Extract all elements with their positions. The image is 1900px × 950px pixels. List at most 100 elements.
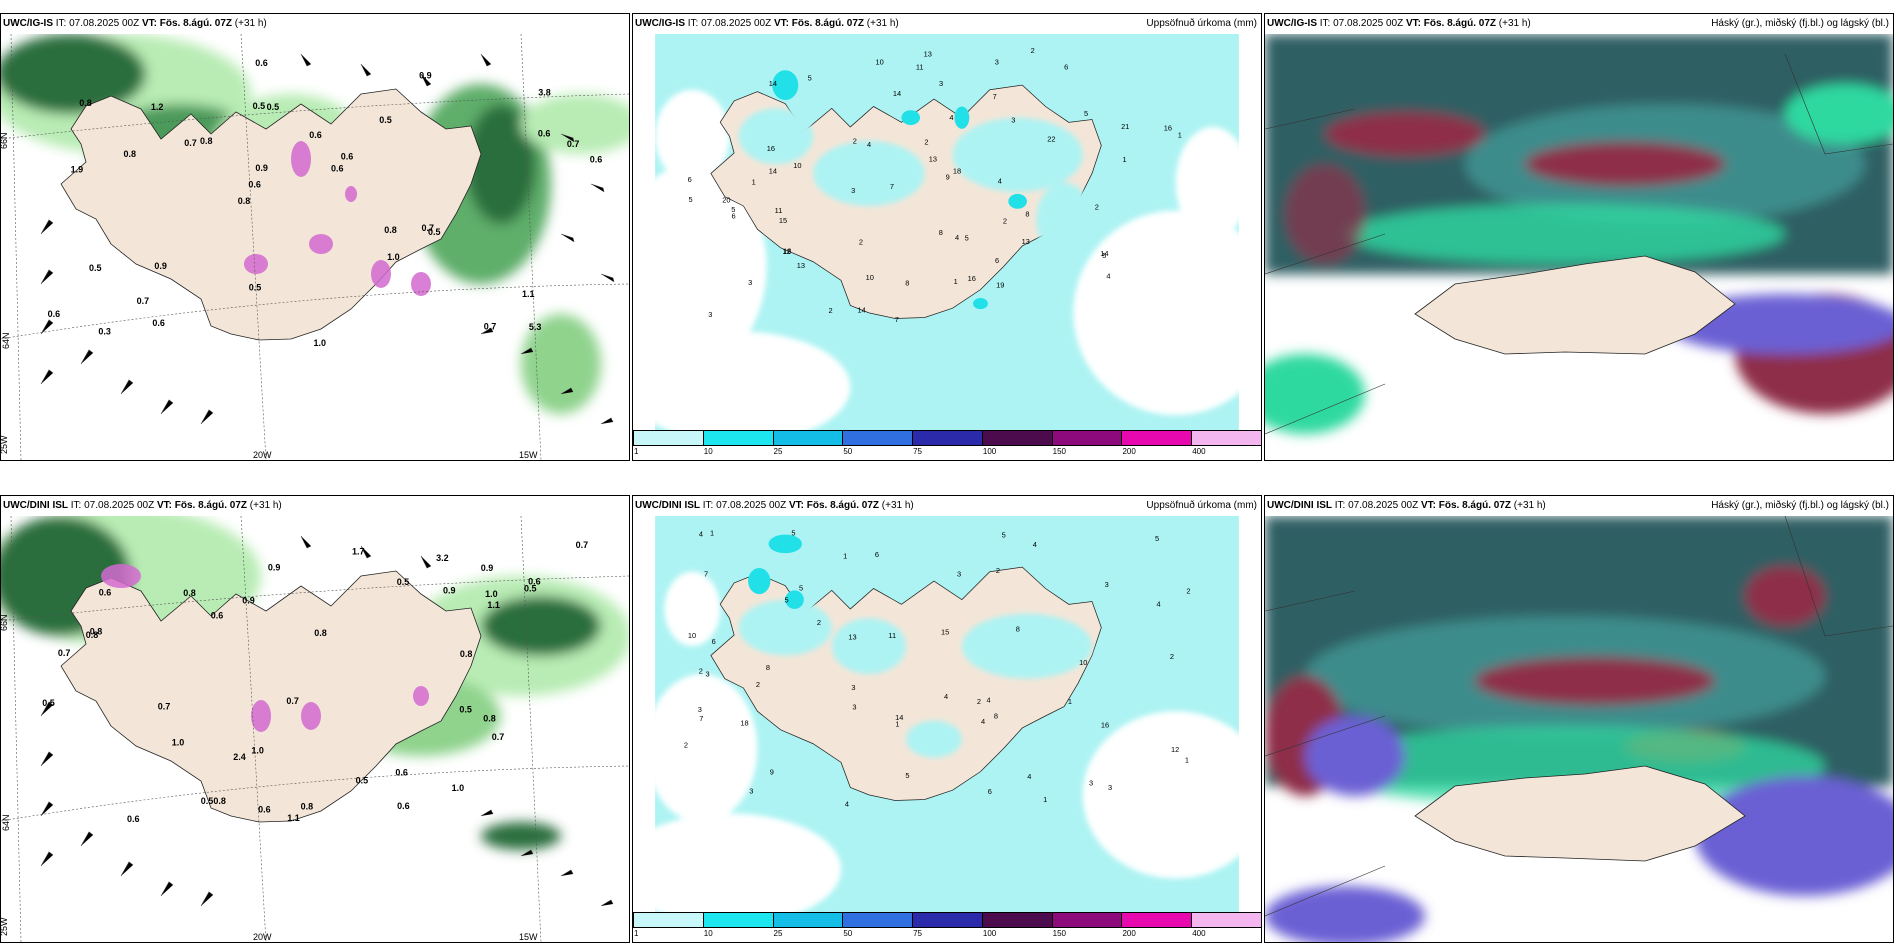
value-label: 0.6	[99, 588, 112, 598]
value-label: 2	[1170, 652, 1174, 661]
value-label: 4	[1033, 540, 1037, 549]
colorbar: 1 10 25 50 75 100 150 200 400	[633, 912, 1261, 942]
value-label: 0.8	[238, 196, 251, 206]
init-time: IT: 07.08.2025 00Z	[1334, 500, 1419, 511]
value-label: 5	[1102, 251, 1106, 260]
value-label: 5.3	[529, 322, 542, 332]
cloud-layers	[1265, 34, 1893, 434]
value-label: 16	[1101, 720, 1109, 729]
value-label: 0.6	[211, 611, 224, 621]
value-label: 2	[1031, 46, 1035, 55]
value-label: 0.5	[459, 704, 472, 714]
panel-header: UWC/DINI ISL IT: 07.08.2025 00Z VT: Fös.…	[633, 496, 1261, 516]
dry-areas	[633, 89, 1261, 430]
wind-barbs	[40, 53, 615, 425]
value-label: 9	[770, 767, 774, 776]
value-label: 0.3	[98, 327, 111, 337]
value-label: 5	[1084, 109, 1088, 118]
value-label: 0.7	[184, 138, 197, 148]
precip-patches	[244, 141, 431, 296]
value-label: 21	[1121, 122, 1129, 131]
grid-label: 20W	[253, 932, 272, 942]
value-label: 0.8	[384, 225, 397, 235]
value-label: 5	[1002, 530, 1006, 539]
value-label: 0.6	[258, 804, 271, 814]
value-label: 4	[867, 140, 871, 149]
colorbar-tick: 150	[1052, 447, 1067, 456]
colorbar-tick: 400	[1192, 447, 1206, 456]
borders	[1265, 516, 1893, 917]
colorbar-swatch	[1121, 430, 1193, 446]
value-label: 1	[1185, 755, 1189, 764]
value-label: 1.0	[172, 738, 185, 748]
value-label: 0.8	[86, 630, 99, 640]
grid-label: 15W	[519, 932, 538, 942]
value-label: 0.8	[213, 796, 226, 806]
value-label: 11	[916, 63, 924, 72]
colorbar-swatch	[1191, 912, 1261, 928]
value-label: 0.5	[89, 263, 102, 273]
value-label: 10	[1079, 658, 1087, 667]
init-time: IT: 07.08.2025 00Z	[70, 500, 155, 511]
model-name: UWC/IG-IS	[3, 18, 53, 29]
value-label: 1	[1123, 155, 1127, 164]
value-label: 0.5	[249, 283, 262, 293]
colorbar-swatch	[772, 912, 844, 928]
value-label: 10	[876, 57, 884, 66]
panel-top-left: UWC/IG-IS IT: 07.08.2025 00Z VT: Fös. 8.…	[0, 13, 630, 461]
value-labels: 5.31.93.80.80.50.30.50.60.50.80.60.70.50…	[48, 58, 603, 348]
colorbar-tick: 100	[982, 447, 997, 456]
value-label: 5	[799, 583, 803, 592]
value-label: 0.9	[481, 563, 494, 573]
value-label: 0.6	[395, 768, 408, 778]
value-label: 3	[1089, 778, 1093, 787]
value-label: 0.7	[567, 139, 580, 149]
colorbar-tick: 200	[1122, 447, 1136, 456]
value-label: 12	[782, 247, 790, 256]
value-label: 22	[1047, 135, 1055, 144]
value-label: 0.8	[483, 714, 496, 724]
grid-label: 64N	[1, 332, 11, 349]
value-label: 9	[946, 173, 950, 182]
value-label: 4	[955, 233, 959, 242]
colorbar-swatch	[912, 430, 983, 446]
value-label: 0.9	[255, 163, 268, 173]
value-label: 0.6	[48, 309, 61, 319]
value-label: 0.5	[42, 698, 55, 708]
panel-title: Uppsöfnuð úrkoma (mm)	[1146, 500, 1257, 511]
value-label: 0.8	[79, 98, 92, 108]
value-label: 2	[924, 138, 928, 147]
colorbar-swatch	[702, 912, 774, 928]
value-label: 1	[1178, 131, 1182, 140]
model-name: UWC/DINI ISL	[635, 500, 700, 511]
value-label: 0.7	[137, 296, 150, 306]
value-label: 5	[965, 234, 969, 243]
model-name: UWC/IG-IS	[635, 18, 685, 29]
value-label: 16	[968, 274, 976, 283]
colorbar: 1 10 25 50 75 100 150 200 400	[633, 430, 1261, 460]
model-name: UWC/IG-IS	[1267, 18, 1317, 29]
value-label: 0.5	[253, 101, 266, 111]
value-label: 10	[688, 631, 696, 640]
value-label: 10	[866, 273, 874, 282]
value-label: 0.6	[397, 801, 410, 811]
graticule	[1, 516, 629, 942]
value-label: 4	[981, 717, 985, 726]
init-time: IT: 07.08.2025 00Z	[687, 18, 772, 29]
value-label: 15	[779, 216, 787, 225]
value-label: 0.7	[484, 322, 497, 332]
valid-time: VT: Fös. 8.ágú. 07Z	[141, 18, 232, 29]
value-label: 0.7	[492, 732, 505, 742]
colorbar-tick: 10	[703, 447, 713, 456]
value-label: 2	[1095, 202, 1099, 211]
value-label: 0.6	[127, 814, 140, 824]
value-label: 1.2	[151, 102, 164, 112]
grid-label: 25W	[1, 435, 9, 454]
panel-bottom-right: UWC/DINI ISL IT: 07.08.2025 00Z VT: Fös.…	[1264, 495, 1894, 943]
value-label: 20	[722, 195, 730, 204]
value-label: 3	[705, 669, 709, 678]
value-label: 7	[699, 714, 703, 723]
value-label: 8	[994, 711, 998, 720]
colorbar-swatch	[633, 912, 704, 928]
